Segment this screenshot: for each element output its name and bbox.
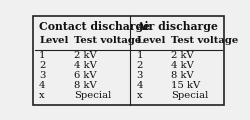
Text: 4 kV: 4 kV: [74, 61, 97, 70]
Text: x: x: [39, 91, 44, 100]
Text: 15 kV: 15 kV: [171, 81, 200, 90]
Text: 2 kV: 2 kV: [171, 51, 194, 60]
Text: 4: 4: [39, 81, 46, 90]
Text: 3: 3: [39, 71, 45, 80]
Text: 8 kV: 8 kV: [171, 71, 194, 80]
Text: x: x: [136, 91, 141, 100]
Text: 8 kV: 8 kV: [74, 81, 96, 90]
Text: 6 kV: 6 kV: [74, 71, 96, 80]
Text: 1: 1: [136, 51, 142, 60]
Text: 2 kV: 2 kV: [74, 51, 96, 60]
Text: Contact discharge: Contact discharge: [39, 21, 150, 32]
Text: Test voltage: Test voltage: [74, 36, 141, 45]
Text: 3: 3: [136, 71, 142, 80]
Text: Level: Level: [136, 36, 165, 45]
Text: Special: Special: [74, 91, 111, 100]
Text: 1: 1: [39, 51, 46, 60]
Text: 2: 2: [39, 61, 45, 70]
Text: Special: Special: [171, 91, 208, 100]
Text: Air discharge: Air discharge: [136, 21, 218, 32]
Text: Test voltage: Test voltage: [171, 36, 238, 45]
Text: 4 kV: 4 kV: [171, 61, 194, 70]
Text: Level: Level: [39, 36, 68, 45]
Text: 4: 4: [136, 81, 142, 90]
Text: 2: 2: [136, 61, 142, 70]
